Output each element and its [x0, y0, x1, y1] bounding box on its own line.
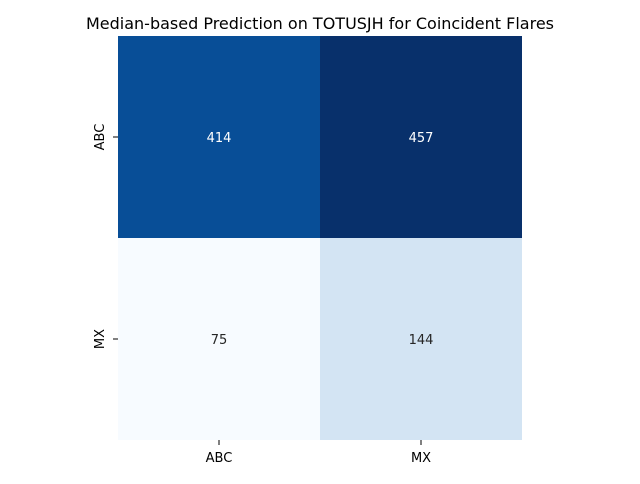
- heatmap-cell-mx-mx: [320, 238, 522, 440]
- x-tick-label: MX: [411, 451, 431, 466]
- heatmap-cell-mx-abc: [118, 238, 320, 440]
- cell-value-label: 144: [409, 333, 434, 348]
- cell-value-label: 457: [409, 131, 434, 146]
- y-tick-label: ABC: [93, 124, 108, 151]
- chart-title: Median-based Prediction on TOTUSJH for C…: [86, 14, 554, 33]
- heatmap-cell-abc-abc: [118, 36, 320, 238]
- y-tick-label: MX: [93, 329, 108, 349]
- y-axis: ABC MX: [93, 124, 118, 349]
- x-axis: ABC MX: [206, 440, 431, 466]
- heatmap-cell-abc-mx: [320, 36, 522, 238]
- heatmap-cells: [118, 36, 522, 440]
- cell-value-label: 414: [207, 131, 232, 146]
- cell-annotations: 414 457 75 144: [207, 131, 434, 348]
- x-tick-label: ABC: [206, 451, 233, 466]
- cell-value-label: 75: [211, 333, 228, 348]
